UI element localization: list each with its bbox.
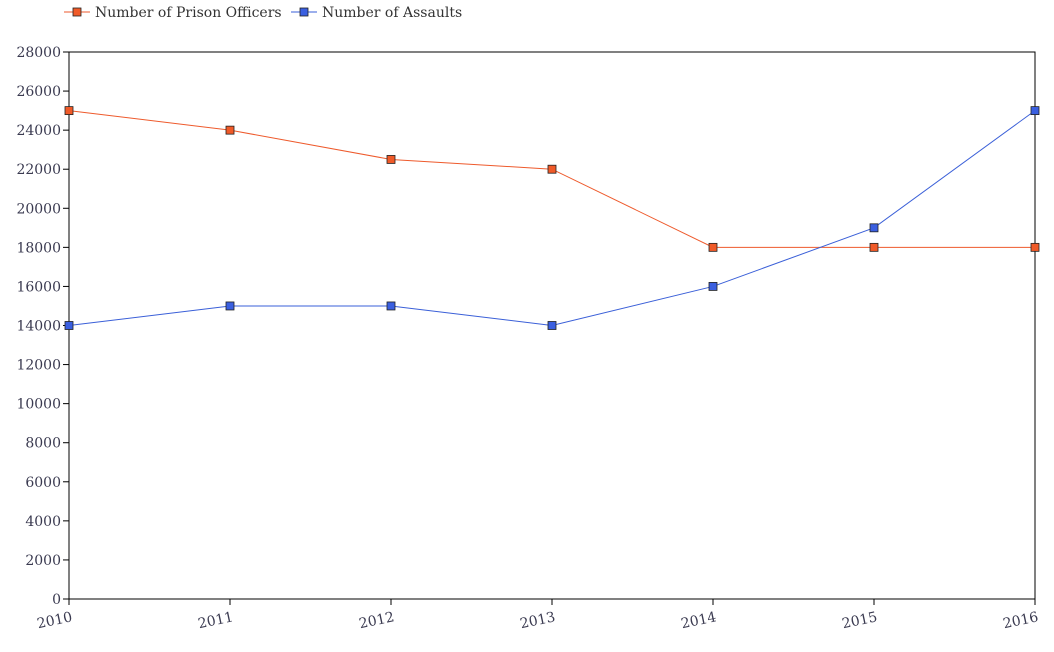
y-tick-label: 26000 (16, 84, 61, 100)
data-point (386, 301, 396, 311)
legend-label: Number of Assaults (322, 5, 462, 21)
data-point (386, 155, 396, 164)
y-tick-label: 28000 (16, 45, 61, 61)
y-tick-label: 2000 (25, 553, 61, 569)
y-tick-label: 20000 (16, 201, 61, 217)
y-tick-label: 18000 (16, 240, 61, 256)
data-point (869, 242, 879, 252)
data-point (1030, 106, 1040, 116)
legend-marker (299, 7, 309, 17)
x-axis: 2010 2011 2012 2013 2014 2015 2016 (36, 599, 1040, 632)
legend: Number of Prison Officers Number of Assau… (64, 5, 462, 21)
data-point (1030, 242, 1040, 252)
x-tick-label: 2012 (358, 609, 396, 632)
y-tick-label: 12000 (16, 358, 61, 374)
series-layer (64, 106, 1040, 330)
x-tick-label: 2016 (1002, 609, 1040, 632)
y-tick-label: 6000 (25, 475, 61, 491)
y-tick-label: 4000 (25, 514, 61, 530)
series-line (68, 110, 1036, 327)
data-point (708, 282, 718, 291)
data-point (547, 164, 557, 174)
legend-item: Number of Prison Officers (64, 5, 282, 21)
y-tick-label: 22000 (16, 162, 61, 178)
data-point (869, 223, 879, 233)
y-tick-label: 16000 (16, 279, 61, 295)
y-tick-label: 14000 (16, 319, 61, 335)
data-point (225, 125, 235, 135)
x-tick-label: 2013 (519, 609, 557, 632)
legend-marker (72, 7, 82, 17)
x-tick-label: 2014 (680, 609, 718, 632)
data-point (547, 321, 557, 330)
series-assaults (64, 106, 1040, 330)
data-point (64, 106, 74, 116)
y-tick-label: 8000 (25, 436, 61, 452)
data-point (225, 301, 235, 311)
x-tick-label: 2011 (197, 609, 235, 632)
y-axis: 0 2000 4000 6000 8000 10000 12000 14000 16000 180… (16, 45, 69, 608)
legend-label: Number of Prison Officers (95, 5, 282, 21)
series-line (68, 110, 1035, 248)
y-tick-label: 24000 (16, 123, 61, 139)
data-point (64, 321, 74, 330)
y-tick-label: 10000 (16, 397, 61, 413)
data-point (708, 242, 718, 252)
x-tick-label: 2015 (841, 609, 879, 632)
legend-item: Number of Assaults (291, 5, 462, 21)
y-tick-label: 0 (52, 592, 61, 608)
series-prison-officers (64, 106, 1040, 252)
x-tick-label: 2010 (36, 609, 74, 632)
